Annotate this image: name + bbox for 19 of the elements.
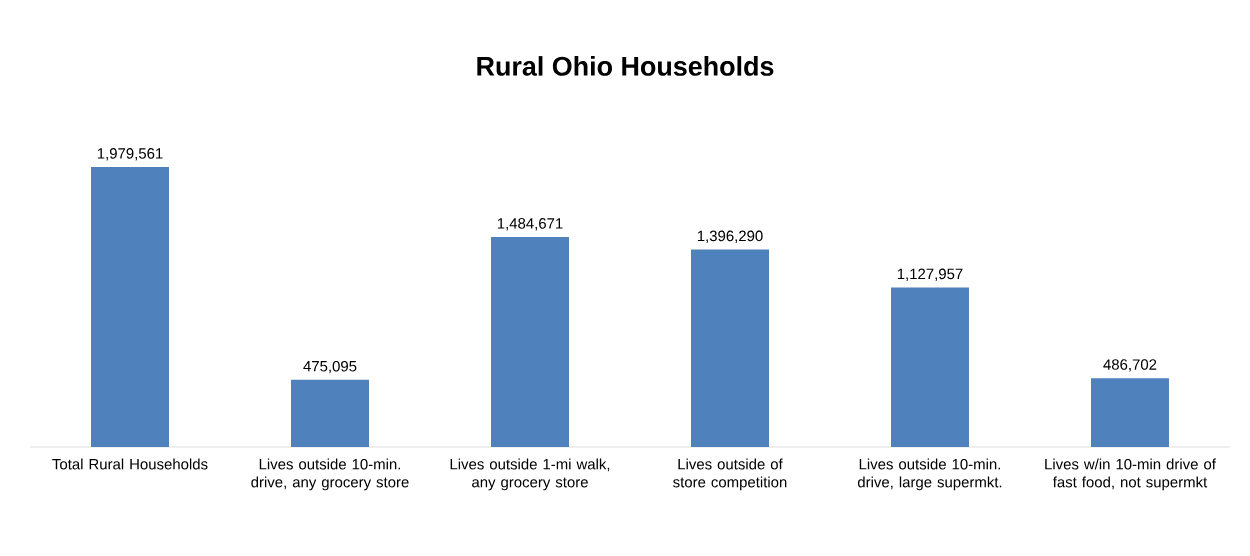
bar <box>690 249 769 447</box>
data-label: 486,702 <box>1103 359 1157 372</box>
data-label: 1,979,561 <box>97 148 163 161</box>
x-tick-label: Lives w/in 10-min drive of fast food, not supermkt <box>1045 458 1216 491</box>
bar <box>491 236 569 447</box>
data-label: 1,127,957 <box>897 268 963 281</box>
x-tick-label: Lives outside 10-min. drive, large supermkt. <box>857 458 1002 491</box>
data-label: 1,396,290 <box>697 230 763 243</box>
x-tick-label: Lives outside 10-min. drive, any grocery store <box>251 458 409 491</box>
bar <box>1090 378 1169 447</box>
x-tick-label: Total Rural Households <box>52 458 208 470</box>
data-label: 1,484,671 <box>497 218 563 231</box>
bar <box>91 166 170 447</box>
x-tick-label: Lives outside of store competition <box>673 458 787 491</box>
bar <box>890 287 969 447</box>
chart-title: Rural Ohio Households <box>477 56 774 76</box>
x-tick-label: Lives outside 1-mi walk, any grocery store <box>450 458 610 491</box>
data-label: 475,095 <box>303 360 357 374</box>
bar <box>291 379 369 447</box>
